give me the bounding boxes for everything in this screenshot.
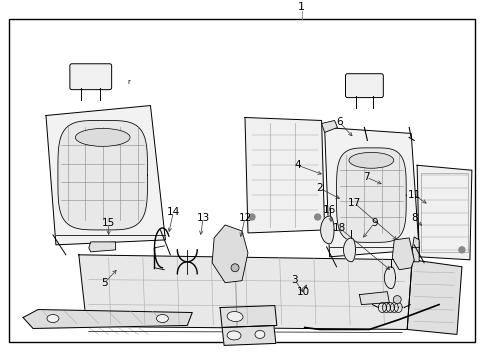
Polygon shape — [407, 260, 461, 334]
Text: 14: 14 — [166, 207, 180, 217]
Polygon shape — [212, 225, 247, 283]
Polygon shape — [384, 267, 395, 289]
Polygon shape — [222, 325, 275, 345]
Text: 12: 12 — [238, 213, 251, 223]
Polygon shape — [23, 310, 192, 328]
Ellipse shape — [348, 152, 393, 168]
Polygon shape — [359, 292, 388, 305]
Text: 4: 4 — [294, 160, 301, 170]
Polygon shape — [79, 255, 411, 329]
Circle shape — [248, 214, 254, 220]
Ellipse shape — [75, 129, 130, 147]
Text: 15: 15 — [102, 218, 115, 228]
Text: 18: 18 — [332, 223, 346, 233]
Text: 2: 2 — [316, 183, 322, 193]
Polygon shape — [58, 121, 147, 230]
Bar — [420, 173, 467, 252]
FancyBboxPatch shape — [345, 74, 383, 98]
Text: 9: 9 — [370, 218, 377, 228]
Circle shape — [392, 296, 401, 303]
Text: 3: 3 — [291, 275, 298, 285]
Polygon shape — [46, 105, 165, 245]
Polygon shape — [336, 148, 406, 242]
Ellipse shape — [47, 315, 59, 323]
Polygon shape — [321, 121, 337, 132]
Polygon shape — [89, 242, 115, 252]
Text: 16: 16 — [322, 205, 336, 215]
Ellipse shape — [156, 315, 168, 323]
Circle shape — [231, 264, 239, 272]
Text: 6: 6 — [336, 117, 342, 127]
Text: 10: 10 — [297, 287, 309, 297]
Ellipse shape — [226, 311, 243, 321]
Text: 7: 7 — [363, 172, 369, 182]
Circle shape — [458, 247, 464, 253]
FancyBboxPatch shape — [70, 64, 111, 90]
Text: 1: 1 — [298, 2, 305, 12]
Text: r: r — [127, 79, 130, 85]
Text: 5: 5 — [101, 278, 108, 288]
Circle shape — [314, 214, 320, 220]
Polygon shape — [411, 237, 418, 262]
Ellipse shape — [226, 331, 241, 340]
Polygon shape — [244, 117, 324, 233]
Text: 13: 13 — [196, 213, 209, 223]
Polygon shape — [416, 165, 471, 260]
Polygon shape — [391, 238, 413, 270]
Ellipse shape — [254, 330, 264, 338]
Polygon shape — [320, 216, 333, 244]
Polygon shape — [324, 127, 418, 257]
Text: 8: 8 — [410, 213, 417, 223]
Polygon shape — [343, 238, 355, 262]
Text: 11: 11 — [407, 190, 420, 200]
Text: 17: 17 — [347, 198, 360, 208]
Polygon shape — [220, 306, 276, 328]
